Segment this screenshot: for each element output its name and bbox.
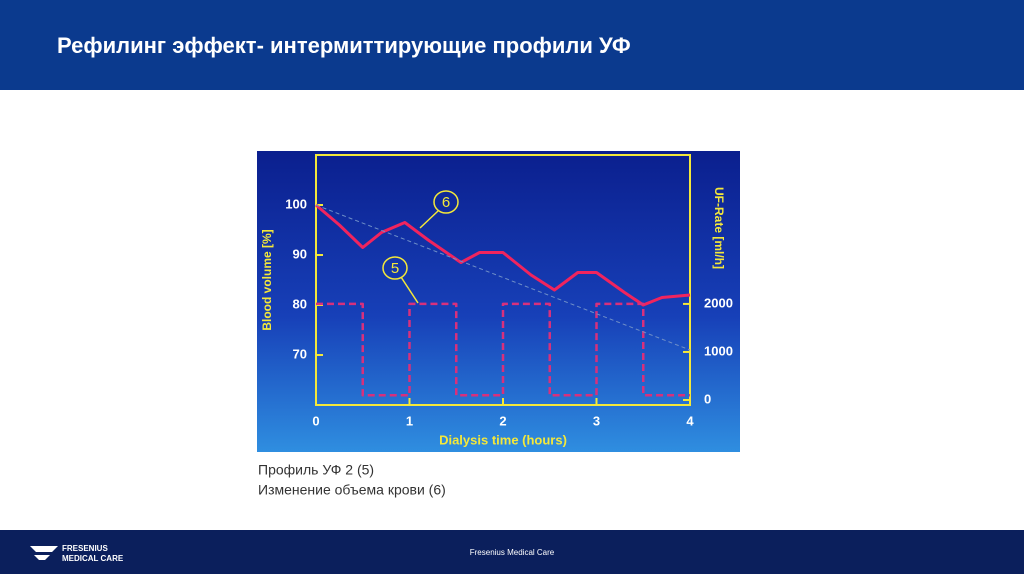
series-line (316, 302, 690, 397)
series-line (315, 204, 691, 351)
y2-tick-label: 2000 (704, 295, 733, 310)
footer-text: Fresenius Medical Care (470, 548, 555, 557)
y-axis-label: Blood volume [%] (260, 229, 274, 330)
label-circle (433, 190, 459, 214)
chart-background (257, 151, 740, 452)
series-label: 5 (391, 260, 399, 277)
label-leader (400, 276, 419, 304)
label-leader (419, 210, 439, 229)
x-tick-label: 0 (312, 413, 319, 428)
caption-line: Изменение объема крови (6) (258, 482, 446, 498)
logo-text: MEDICAL CARE (62, 554, 124, 563)
x-tick-label: 3 (593, 413, 600, 428)
slide-title: Рефилинг эффект- интермиттирующие профил… (57, 33, 631, 58)
y-tick-label: 90 (293, 246, 307, 261)
x-axis-label: Dialysis time (hours) (439, 432, 567, 447)
x-tick-label: 2 (499, 413, 506, 428)
label-circle (382, 256, 408, 280)
logo-icon (30, 546, 58, 560)
series-label: 6 (442, 194, 450, 211)
header-bar (0, 0, 1024, 90)
x-tick-label: 1 (406, 413, 413, 428)
x-tick-label: 4 (686, 413, 694, 428)
y2-axis-label: UF-Rate [ml/h] (712, 187, 726, 269)
logo-text: FRESENIUS (62, 544, 108, 553)
y2-tick-label: 0 (704, 391, 711, 406)
y-tick-label: 100 (285, 196, 307, 211)
series-line (315, 203, 691, 307)
footer-bar (0, 530, 1024, 574)
y2-tick-label: 1000 (704, 343, 733, 358)
y-tick-label: 70 (293, 346, 307, 361)
caption-line: Профиль УФ 2 (5) (258, 462, 374, 478)
y-tick-label: 80 (293, 296, 307, 311)
